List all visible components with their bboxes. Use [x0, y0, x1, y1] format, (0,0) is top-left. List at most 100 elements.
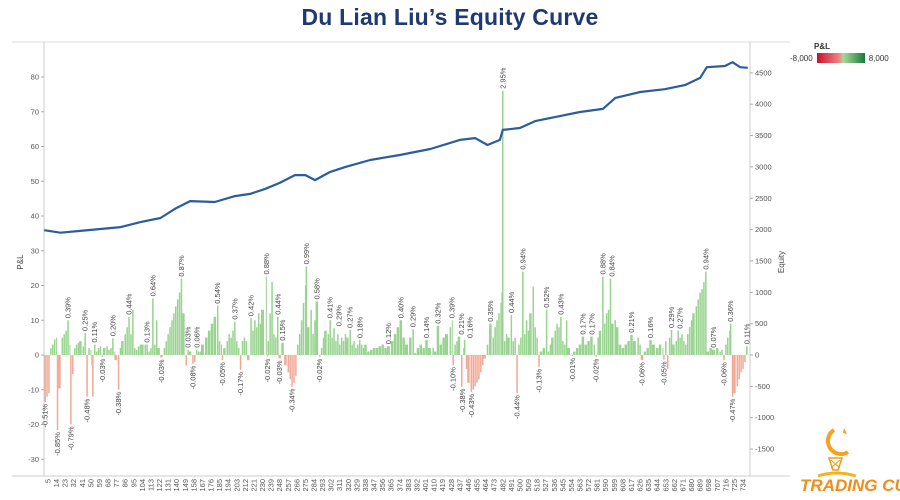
pnl-bar: [91, 355, 93, 366]
pnl-bar: [575, 348, 579, 355]
legend-min-label: -8,000: [790, 53, 813, 63]
pnl-bar: [542, 348, 545, 355]
pnl-bar: [259, 323, 262, 355]
pnl-bar: [207, 330, 211, 355]
bar-data-label: 0.37%: [230, 298, 239, 320]
pnl-bar: [103, 348, 106, 355]
pnl-bar: [503, 341, 506, 355]
pnl-bar: [335, 341, 337, 355]
right-tick-label: 1500: [755, 256, 772, 265]
pnl-bar: [597, 337, 599, 355]
pnl-bar: [598, 330, 602, 355]
pnl-bar: [53, 339, 56, 355]
pnl-bar: [560, 316, 562, 355]
pnl-bar: [632, 341, 636, 355]
pnl-bar: [711, 349, 715, 355]
pnl-bar: [470, 355, 473, 392]
pnl-bar: [551, 337, 554, 355]
x-tick-label: 671: [678, 479, 687, 492]
pnl-bar: [481, 355, 484, 366]
x-tick-label: 581: [593, 479, 602, 492]
pnl-bar: [402, 337, 405, 355]
pnl-bar: [266, 355, 268, 357]
pnl-bar: [134, 348, 136, 355]
x-tick-label: 257: [284, 479, 293, 492]
pnl-bar: [630, 334, 633, 355]
pnl-bar: [571, 355, 574, 357]
x-tick-label: 131: [164, 479, 173, 492]
right-tick-label: -1500: [755, 445, 774, 454]
pnl-bar: [565, 320, 568, 355]
pnl-bar: [130, 334, 132, 355]
pnl-bar: [119, 348, 122, 355]
pnl-bar: [649, 340, 652, 355]
pnl-bar: [729, 323, 732, 355]
pnl-bar: [562, 341, 564, 355]
pnl-bar: [413, 353, 417, 355]
pnl-bar: [157, 348, 160, 355]
pnl-bar: [643, 351, 647, 355]
pnl-bar: [456, 341, 458, 355]
pnl-bar: [90, 349, 92, 355]
pnl-bar: [72, 355, 74, 375]
pnl-bar: [547, 351, 550, 355]
pnl-bar: [314, 320, 316, 355]
pnl-bar: [604, 323, 606, 355]
pnl-bar: [681, 334, 683, 355]
pnl-bar: [611, 323, 614, 355]
pnl-bar: [510, 315, 513, 355]
pnl-bar: [67, 320, 69, 355]
bar-data-label: -0.03%: [157, 359, 166, 383]
left-tick-label: 20: [31, 281, 39, 290]
pnl-bar: [256, 327, 258, 355]
pnl-bar: [44, 355, 46, 402]
pnl-bar: [275, 337, 277, 355]
pnl-bar: [690, 320, 693, 355]
pnl-bar: [95, 351, 98, 355]
bar-data-label: 0.25%: [81, 310, 90, 332]
pnl-bar: [483, 355, 486, 359]
pnl-bar: [175, 306, 177, 355]
pnl-bar: [342, 341, 345, 355]
pnl-bar: [108, 349, 110, 355]
pnl-bar: [480, 355, 482, 373]
pnl-bar: [353, 341, 355, 355]
pnl-bar: [449, 327, 452, 355]
equity-line: [44, 61, 748, 234]
pnl-bar: [169, 327, 171, 355]
pnl-bar: [146, 344, 148, 355]
pnl-bar: [300, 320, 303, 355]
pnl-bar: [701, 288, 703, 355]
pnl-bar: [178, 292, 181, 355]
left-tick-label: -10: [28, 385, 39, 394]
bar-data-label: -0.01%: [568, 358, 577, 382]
pnl-bar: [216, 305, 219, 355]
left-tick-label: 0: [35, 351, 39, 360]
right-tick-label: 2000: [755, 225, 772, 234]
pnl-bar: [360, 344, 363, 355]
pnl-bar: [461, 355, 463, 387]
x-tick-label: 230: [258, 479, 267, 492]
pnl-bar: [723, 355, 725, 361]
pnl-bar: [367, 351, 370, 355]
pnl-bar: [738, 355, 740, 380]
bar-data-label: 0.44%: [507, 291, 516, 313]
pnl-bar: [500, 302, 502, 355]
pnl-bar: [740, 355, 742, 373]
pnl-bar: [378, 346, 382, 355]
pnl-bar: [502, 90, 504, 356]
pnl-bar: [454, 344, 456, 355]
pnl-bar: [556, 323, 558, 355]
bar-data-label: 0.36%: [726, 300, 735, 322]
left-tick-label: 30: [31, 246, 39, 255]
pnl-bar: [112, 338, 114, 355]
bar-data-label: 0.18%: [355, 317, 364, 339]
x-tick-label: 41: [78, 479, 87, 487]
x-tick-label: 275: [301, 479, 310, 492]
pnl-bar: [688, 327, 691, 355]
x-tick-label: 419: [438, 479, 447, 492]
pnl-bar: [409, 337, 412, 355]
bar-data-label: 0.13%: [143, 321, 152, 343]
pnl-bar: [92, 355, 94, 397]
pnl-bar: [236, 341, 238, 355]
